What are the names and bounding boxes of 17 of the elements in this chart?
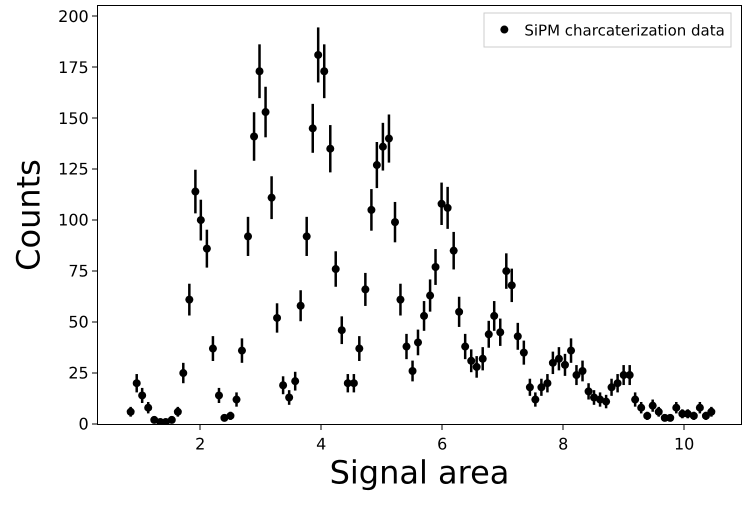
x-tick-label: 8 [558, 434, 568, 454]
legend-label: SiPM charcaterization data [524, 21, 725, 40]
y-tick-label: 175 [58, 58, 89, 77]
y-tick-label: 75 [68, 262, 89, 281]
x-tick-label: 10 [674, 434, 694, 454]
x-tick-label: 6 [437, 434, 448, 454]
x-tick-label: 4 [316, 434, 326, 454]
y-tick-label: 25 [68, 364, 89, 383]
y-tick-label: 200 [58, 6, 89, 26]
y-tick-label: 0 [78, 414, 89, 434]
y-axis-title: Counts [9, 159, 48, 271]
x-axis-title: Signal area [330, 453, 510, 492]
x-tick-label: 2 [195, 434, 206, 454]
y-tick-label: 125 [58, 160, 89, 179]
y-tick-label: 150 [58, 108, 89, 128]
y-tick-label: 50 [68, 312, 89, 332]
y-tick-label: 100 [58, 210, 89, 230]
